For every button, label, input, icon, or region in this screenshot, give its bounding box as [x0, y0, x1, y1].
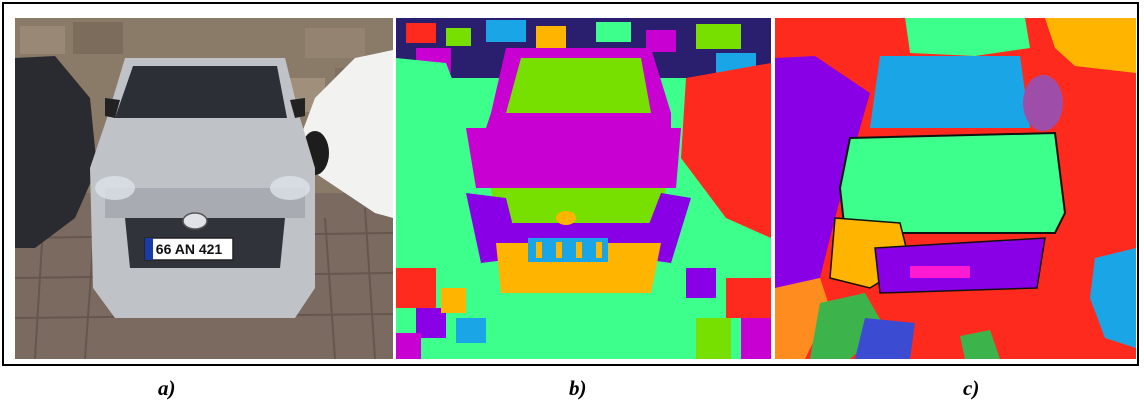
- panel-c-caption: c): [963, 376, 980, 400]
- photo-panel: 66 AN 421: [15, 18, 393, 359]
- panel-b-caption: b): [569, 376, 587, 400]
- figure-frame: 66 AN 421: [2, 2, 1139, 366]
- license-plate-text: 66 AN 421: [156, 241, 223, 257]
- coarse-segmentation-panel: [775, 18, 1136, 359]
- car-photo: 66 AN 421: [15, 18, 393, 359]
- coarse-segmentation-map: [775, 18, 1136, 359]
- fine-segmentation-panel: [396, 18, 771, 359]
- panel-a-caption: a): [158, 376, 176, 400]
- fine-segmentation-map: [396, 18, 771, 359]
